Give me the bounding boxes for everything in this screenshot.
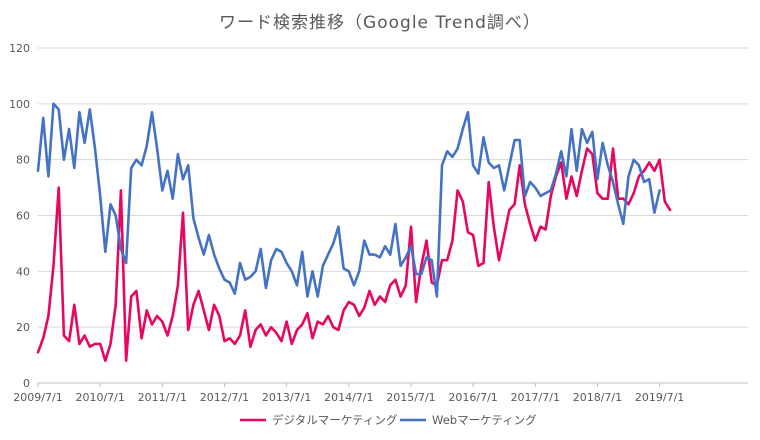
y-tick-label: 80 [16,154,30,167]
y-tick-label: 100 [9,98,30,111]
legend-label-2: Webマーケティング [432,413,537,427]
series-line-2 [36,102,661,298]
x-tick-label: 2012/7/1 [200,391,249,404]
y-tick-label: 120 [9,42,30,55]
chart-title: ワード検索推移（Google Trend調べ） [219,13,541,33]
x-tick-label: 2014/7/1 [324,391,373,404]
y-tick-label: 0 [23,377,30,390]
y-tick-label: 40 [16,265,30,278]
x-tick-label: 2010/7/1 [75,391,124,404]
x-tick-label: 2015/7/1 [386,391,435,404]
y-tick-label: 20 [16,321,30,334]
x-tick-label: 2011/7/1 [138,391,187,404]
series-line-1 [36,147,672,363]
x-tick-label: 2016/7/1 [448,391,497,404]
y-tick-label: 60 [16,210,30,223]
x-tick-label: 2009/7/1 [13,391,62,404]
legend-label-1: デジタルマーケティング [272,413,398,427]
x-tick-label: 2018/7/1 [573,391,622,404]
x-tick-label: 2019/7/1 [635,391,684,404]
x-tick-label: 2017/7/1 [511,391,560,404]
x-tick-label: 2013/7/1 [262,391,311,404]
